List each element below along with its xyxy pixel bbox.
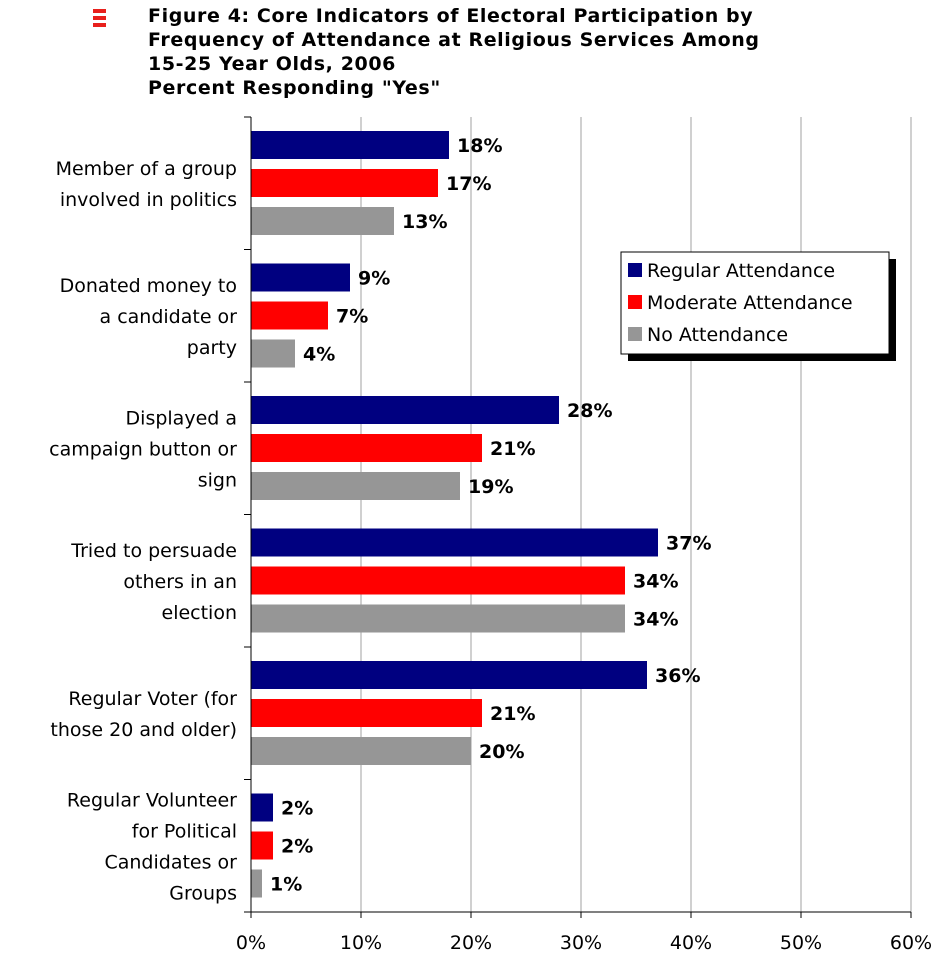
category-label: Groups — [169, 882, 237, 904]
bar — [251, 434, 482, 462]
bar — [251, 263, 350, 292]
bar — [251, 472, 460, 500]
data-label: 21% — [490, 438, 535, 460]
bar — [251, 699, 482, 727]
category-label: Member of a group — [56, 158, 237, 180]
legend-swatch — [628, 295, 642, 309]
category-label: Regular Volunteer — [67, 789, 237, 811]
data-label: 2% — [281, 798, 313, 820]
category-label: Tried to persuade — [70, 540, 237, 562]
bar — [251, 339, 295, 368]
bar — [251, 661, 647, 689]
category-label: others in an — [123, 571, 237, 593]
category-label: election — [162, 602, 238, 624]
bar — [251, 301, 328, 330]
category-label: campaign button or — [49, 438, 237, 460]
x-tick-label: 10% — [340, 932, 382, 954]
legend-label: No Attendance — [647, 324, 788, 346]
category-label: Regular Voter (for — [68, 688, 237, 710]
data-label: 1% — [270, 874, 302, 896]
data-label: 18% — [457, 135, 502, 157]
legend-swatch — [628, 327, 642, 341]
bar — [251, 566, 625, 595]
x-tick-label: 50% — [780, 932, 822, 954]
data-label: 21% — [490, 703, 535, 725]
bar — [251, 396, 559, 424]
bar — [251, 604, 625, 633]
title-line-3: 15-25 Year Olds, 2006 — [148, 53, 396, 75]
chart-title: Figure 4: Core Indicators of Electoral P… — [148, 4, 928, 100]
data-label: 34% — [633, 609, 678, 631]
data-label: 2% — [281, 836, 313, 858]
data-label: 28% — [567, 400, 612, 422]
category-label: sign — [198, 469, 237, 491]
category-label: a candidate or — [100, 306, 238, 328]
title-line-2: Frequency of Attendance at Religious Ser… — [148, 29, 760, 51]
bar — [251, 131, 449, 159]
x-tick-label: 60% — [890, 932, 932, 954]
bar — [251, 528, 658, 557]
title-bullet-icon — [93, 9, 106, 29]
legend — [620, 251, 890, 355]
bar — [251, 831, 273, 860]
category-label: Displayed a — [126, 407, 237, 429]
category-label: Candidates or — [104, 851, 237, 873]
bar — [251, 869, 262, 898]
data-label: 36% — [655, 665, 700, 687]
category-label: Donated money to — [60, 275, 237, 297]
legend-label: Moderate Attendance — [647, 292, 853, 314]
data-label: 13% — [402, 211, 447, 233]
bar — [251, 737, 471, 765]
x-tick-label: 40% — [670, 932, 712, 954]
data-label: 20% — [479, 741, 524, 763]
title-line-1: Figure 4: Core Indicators of Electoral P… — [148, 5, 754, 27]
category-label: those 20 and older) — [50, 719, 237, 741]
x-tick-label: 30% — [560, 932, 602, 954]
legend-label: Regular Attendance — [647, 260, 835, 282]
bar — [251, 207, 394, 235]
x-tick-label: 20% — [450, 932, 492, 954]
bar — [251, 169, 438, 197]
data-label: 37% — [666, 533, 711, 555]
legend-swatch — [628, 263, 642, 277]
category-label: party — [187, 337, 237, 359]
data-label: 7% — [336, 306, 368, 328]
bar — [251, 793, 273, 822]
data-label: 17% — [446, 173, 491, 195]
category-label: involved in politics — [60, 189, 237, 211]
data-label: 19% — [468, 476, 513, 498]
x-tick-label: 0% — [236, 932, 266, 954]
data-label: 34% — [633, 571, 678, 593]
category-label: for Political — [132, 820, 237, 842]
data-label: 9% — [358, 268, 390, 290]
title-line-4: Percent Responding "Yes" — [148, 77, 441, 99]
data-label: 4% — [303, 344, 335, 366]
